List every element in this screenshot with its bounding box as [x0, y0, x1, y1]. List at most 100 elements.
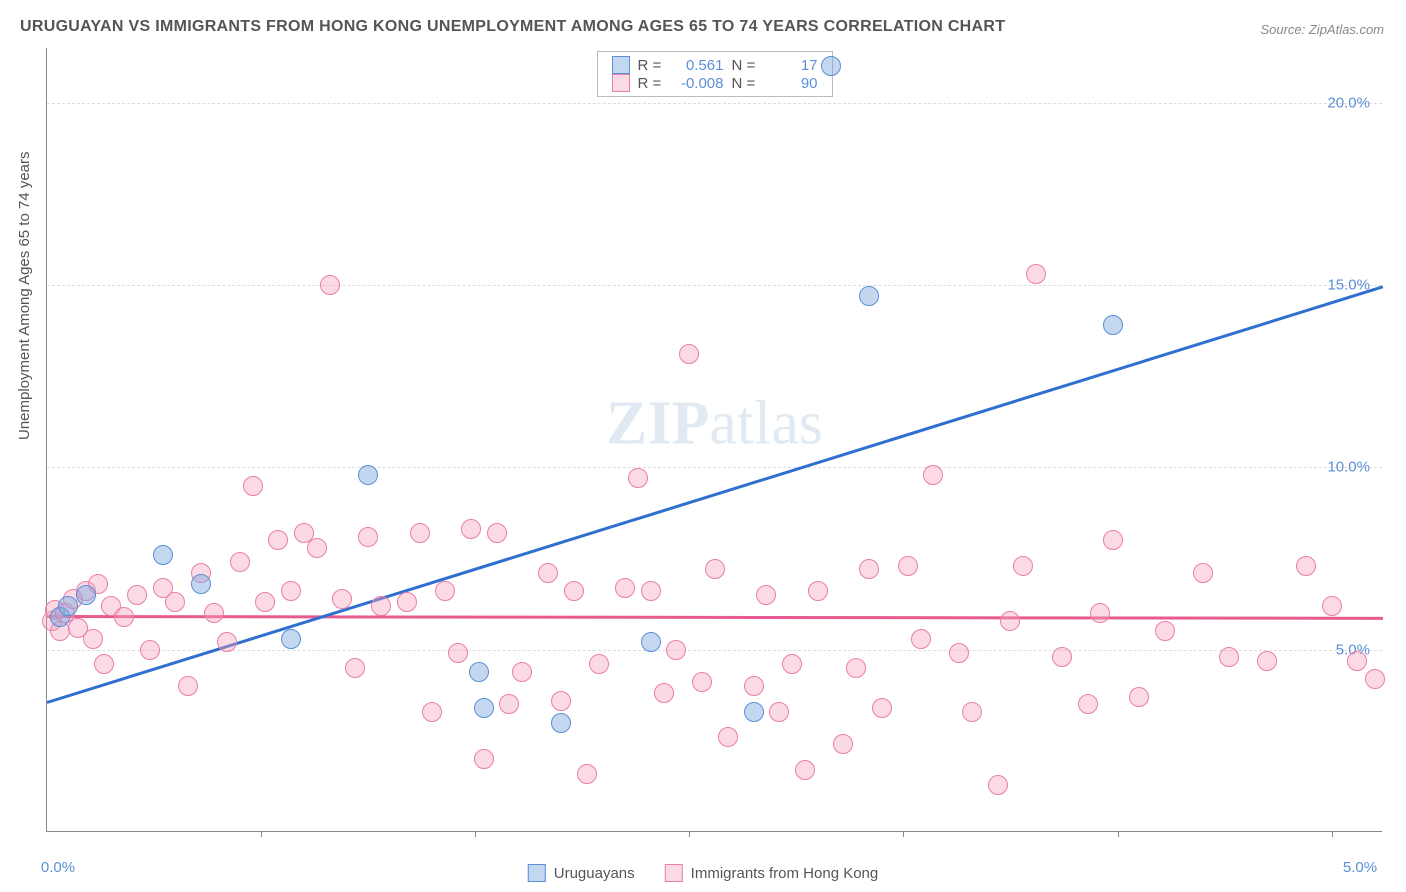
y-tick-label: 20.0% — [1327, 94, 1370, 111]
point-hongkong — [615, 578, 635, 598]
point-hongkong — [744, 676, 764, 696]
swatch-uruguayans — [612, 56, 630, 74]
point-uruguayans — [281, 629, 301, 649]
point-hongkong — [255, 592, 275, 612]
gridline-h — [47, 103, 1382, 104]
point-hongkong — [564, 581, 584, 601]
regression-line-hongkong — [47, 615, 1383, 620]
stats-row-hongkong: R = -0.008 N = 90 — [612, 74, 818, 92]
point-hongkong — [589, 654, 609, 674]
point-hongkong — [371, 596, 391, 616]
point-hongkong — [949, 643, 969, 663]
point-hongkong — [551, 691, 571, 711]
x-tick-min: 0.0% — [41, 859, 75, 876]
point-hongkong — [1090, 603, 1110, 623]
point-hongkong — [307, 538, 327, 558]
point-hongkong — [165, 592, 185, 612]
point-hongkong — [538, 563, 558, 583]
point-uruguayans — [821, 56, 841, 76]
point-uruguayans — [191, 574, 211, 594]
point-hongkong — [808, 581, 828, 601]
point-hongkong — [461, 519, 481, 539]
point-hongkong — [769, 702, 789, 722]
point-hongkong — [345, 658, 365, 678]
point-hongkong — [1219, 647, 1239, 667]
point-uruguayans — [641, 632, 661, 652]
plot-area: ZIPatlas R = 0.561 N = 17 R = -0.008 N =… — [46, 48, 1382, 832]
point-hongkong — [577, 764, 597, 784]
stats-legend-box: R = 0.561 N = 17 R = -0.008 N = 90 — [597, 51, 833, 97]
x-tick — [1118, 831, 1119, 837]
point-hongkong — [268, 530, 288, 550]
bottom-legend: Uruguayans Immigrants from Hong Kong — [528, 864, 878, 882]
source-attribution: Source: ZipAtlas.com — [1260, 22, 1384, 37]
point-hongkong — [83, 629, 103, 649]
point-hongkong — [911, 629, 931, 649]
point-hongkong — [1365, 669, 1385, 689]
point-hongkong — [499, 694, 519, 714]
point-hongkong — [281, 581, 301, 601]
point-hongkong — [666, 640, 686, 660]
point-hongkong — [397, 592, 417, 612]
point-hongkong — [140, 640, 160, 660]
point-hongkong — [1052, 647, 1072, 667]
point-hongkong — [962, 702, 982, 722]
point-hongkong — [988, 775, 1008, 795]
x-tick-max: 5.0% — [1343, 859, 1377, 876]
point-hongkong — [692, 672, 712, 692]
point-hongkong — [217, 632, 237, 652]
point-hongkong — [1257, 651, 1277, 671]
y-tick-label: 10.0% — [1327, 459, 1370, 476]
swatch-hongkong — [612, 74, 630, 92]
gridline-h — [47, 650, 1382, 651]
legend-item-hongkong: Immigrants from Hong Kong — [665, 864, 879, 882]
point-hongkong — [859, 559, 879, 579]
point-hongkong — [833, 734, 853, 754]
point-hongkong — [1296, 556, 1316, 576]
point-uruguayans — [76, 585, 96, 605]
point-hongkong — [641, 581, 661, 601]
point-hongkong — [474, 749, 494, 769]
stats-row-uruguayans: R = 0.561 N = 17 — [612, 56, 818, 74]
point-uruguayans — [551, 713, 571, 733]
point-hongkong — [204, 603, 224, 623]
point-hongkong — [923, 465, 943, 485]
point-uruguayans — [58, 596, 78, 616]
point-uruguayans — [358, 465, 378, 485]
x-tick — [475, 831, 476, 837]
point-hongkong — [422, 702, 442, 722]
point-hongkong — [178, 676, 198, 696]
point-hongkong — [1013, 556, 1033, 576]
point-hongkong — [795, 760, 815, 780]
gridline-h — [47, 285, 1382, 286]
point-uruguayans — [153, 545, 173, 565]
watermark: ZIPatlas — [606, 388, 823, 459]
point-hongkong — [1155, 621, 1175, 641]
point-uruguayans — [859, 286, 879, 306]
point-hongkong — [1129, 687, 1149, 707]
x-tick — [903, 831, 904, 837]
legend-swatch-uruguayans — [528, 864, 546, 882]
x-tick — [1332, 831, 1333, 837]
legend-item-uruguayans: Uruguayans — [528, 864, 635, 882]
point-hongkong — [410, 523, 430, 543]
point-hongkong — [628, 468, 648, 488]
point-hongkong — [332, 589, 352, 609]
point-hongkong — [127, 585, 147, 605]
point-hongkong — [782, 654, 802, 674]
point-uruguayans — [744, 702, 764, 722]
legend-swatch-hongkong — [665, 864, 683, 882]
point-hongkong — [756, 585, 776, 605]
point-hongkong — [718, 727, 738, 747]
point-hongkong — [654, 683, 674, 703]
point-hongkong — [872, 698, 892, 718]
x-tick — [689, 831, 690, 837]
point-hongkong — [230, 552, 250, 572]
point-hongkong — [846, 658, 866, 678]
point-hongkong — [94, 654, 114, 674]
point-hongkong — [1078, 694, 1098, 714]
point-hongkong — [1347, 651, 1367, 671]
point-hongkong — [1193, 563, 1213, 583]
point-hongkong — [1103, 530, 1123, 550]
point-hongkong — [114, 607, 134, 627]
